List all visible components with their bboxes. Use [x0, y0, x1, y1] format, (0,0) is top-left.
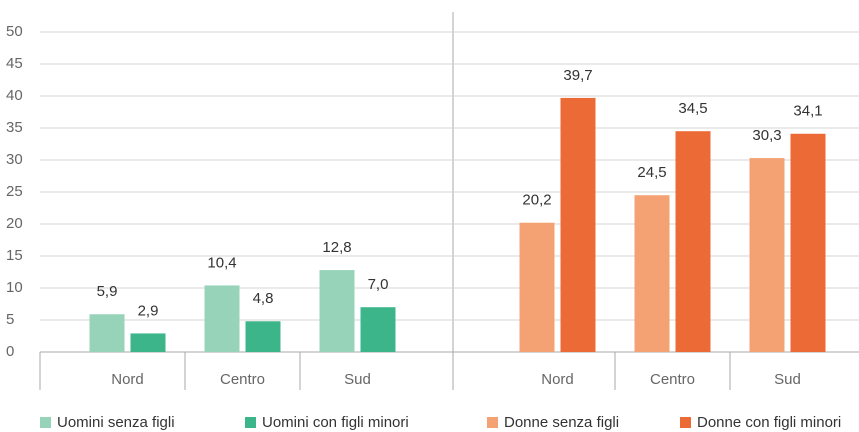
value-label: 12,8: [322, 239, 351, 256]
legend-swatch: [245, 417, 256, 428]
bar: [245, 321, 281, 352]
bar: [89, 314, 125, 352]
x-tick-label: Nord: [541, 371, 574, 388]
y-tick-label: 50: [6, 23, 23, 40]
value-label: 4,8: [253, 290, 274, 307]
x-tick-label: Centro: [220, 371, 265, 388]
y-tick-label: 10: [6, 279, 23, 296]
y-tick-label: 45: [6, 55, 23, 72]
bar: [790, 133, 826, 352]
legend-swatch: [487, 417, 498, 428]
legend-swatch: [680, 417, 691, 428]
y-tick-label: 30: [6, 151, 23, 168]
value-label: 5,9: [97, 283, 118, 300]
y-tick-label: 40: [6, 87, 23, 104]
y-tick-label: 5: [6, 311, 14, 328]
y-tick-label: 20: [6, 215, 23, 232]
value-label: 24,5: [637, 164, 666, 181]
bar: [634, 195, 670, 352]
value-label: 34,5: [678, 100, 707, 117]
bar: [519, 222, 555, 352]
bar: [675, 131, 711, 352]
y-tick-label: 15: [6, 247, 23, 264]
value-label: 30,3: [752, 127, 781, 144]
value-label: 39,7: [563, 67, 592, 84]
legend-swatch: [40, 417, 51, 428]
y-tick-label: 25: [6, 183, 23, 200]
legend-label: Uomini con figli minori: [262, 414, 409, 431]
x-tick-label: Nord: [111, 371, 144, 388]
legend-label: Donne senza figli: [504, 414, 619, 431]
value-label: 10,4: [207, 254, 236, 271]
x-tick-label: Sud: [774, 371, 801, 388]
value-label: 7,0: [368, 276, 389, 293]
x-tick-label: Sud: [344, 371, 371, 388]
bar: [204, 285, 240, 352]
value-label: 20,2: [522, 192, 551, 209]
bar: [749, 158, 785, 352]
legend-label: Uomini senza figli: [57, 414, 175, 431]
bar: [130, 333, 166, 352]
legend-label: Donne con figli minori: [697, 414, 841, 431]
value-label: 34,1: [793, 103, 822, 120]
value-label: 2,9: [138, 302, 159, 319]
y-tick-label: 0: [6, 343, 14, 360]
bar: [560, 97, 596, 352]
y-tick-label: 35: [6, 119, 23, 136]
bar: [360, 307, 396, 352]
x-tick-label: Centro: [650, 371, 695, 388]
bar: [319, 270, 355, 352]
